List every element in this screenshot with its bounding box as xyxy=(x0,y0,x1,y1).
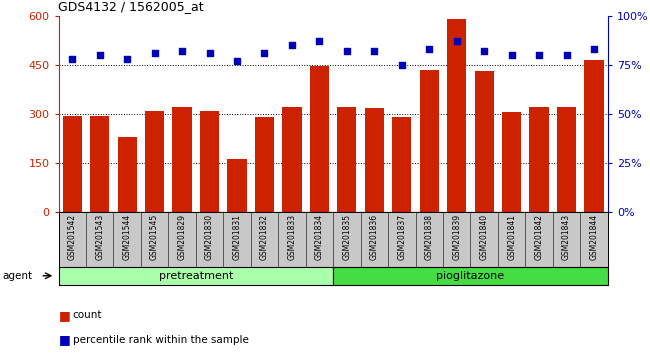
Bar xyxy=(58,267,333,285)
Bar xyxy=(172,107,192,212)
Point xyxy=(342,48,352,54)
Point xyxy=(122,56,133,62)
Text: GSM201830: GSM201830 xyxy=(205,214,214,260)
Text: GSM201844: GSM201844 xyxy=(590,214,599,260)
Text: GDS4132 / 1562005_at: GDS4132 / 1562005_at xyxy=(58,0,204,13)
Bar xyxy=(90,116,109,212)
Text: GSM201834: GSM201834 xyxy=(315,214,324,260)
Point xyxy=(314,39,324,44)
Point xyxy=(589,46,599,52)
Bar xyxy=(200,111,219,212)
Text: GSM201838: GSM201838 xyxy=(424,214,434,260)
Bar xyxy=(255,117,274,212)
Point xyxy=(506,52,517,58)
Point xyxy=(259,50,270,56)
Point xyxy=(396,62,407,68)
Bar xyxy=(333,267,608,285)
Point xyxy=(534,52,544,58)
Text: agent: agent xyxy=(2,271,32,281)
Bar xyxy=(474,71,494,212)
Bar xyxy=(62,116,82,212)
Text: GSM201839: GSM201839 xyxy=(452,214,462,260)
Bar xyxy=(447,19,466,212)
Text: ■: ■ xyxy=(58,333,70,346)
Text: count: count xyxy=(73,310,102,320)
Bar xyxy=(502,112,521,212)
Text: GSM201833: GSM201833 xyxy=(287,214,296,260)
Text: GSM201829: GSM201829 xyxy=(177,214,187,260)
Text: pioglitazone: pioglitazone xyxy=(436,271,504,281)
Text: GSM201836: GSM201836 xyxy=(370,214,379,260)
Point xyxy=(452,39,462,44)
Text: percentile rank within the sample: percentile rank within the sample xyxy=(73,335,249,345)
Text: GSM201837: GSM201837 xyxy=(397,214,406,260)
Text: ■: ■ xyxy=(58,309,70,321)
Text: pretreatment: pretreatment xyxy=(159,271,233,281)
Bar xyxy=(557,107,576,212)
Point xyxy=(177,48,187,54)
Point xyxy=(479,48,489,54)
Text: GSM201831: GSM201831 xyxy=(233,214,242,260)
Point xyxy=(287,42,297,48)
Text: GSM201842: GSM201842 xyxy=(534,214,543,260)
Point xyxy=(67,56,77,62)
Text: GSM201543: GSM201543 xyxy=(95,214,104,260)
Text: GSM201843: GSM201843 xyxy=(562,214,571,260)
Point xyxy=(94,52,105,58)
Text: GSM201835: GSM201835 xyxy=(343,214,352,260)
Point xyxy=(204,50,214,56)
Text: GSM201841: GSM201841 xyxy=(507,214,516,260)
Bar xyxy=(365,108,384,212)
Bar xyxy=(227,159,246,212)
Point xyxy=(424,46,434,52)
Bar xyxy=(145,111,164,212)
Point xyxy=(562,52,572,58)
Point xyxy=(369,48,380,54)
Bar xyxy=(282,107,302,212)
Text: GSM201542: GSM201542 xyxy=(68,214,77,260)
Bar xyxy=(310,66,329,212)
Bar xyxy=(420,70,439,212)
Text: GSM201840: GSM201840 xyxy=(480,214,489,260)
Point xyxy=(232,58,242,64)
Point xyxy=(150,50,160,56)
Text: GSM201544: GSM201544 xyxy=(123,214,132,260)
Bar xyxy=(337,107,356,212)
Bar xyxy=(118,137,136,212)
Bar xyxy=(584,60,604,212)
Text: GSM201832: GSM201832 xyxy=(260,214,269,260)
Text: GSM201545: GSM201545 xyxy=(150,214,159,260)
Bar xyxy=(392,117,411,212)
Bar xyxy=(530,107,549,212)
